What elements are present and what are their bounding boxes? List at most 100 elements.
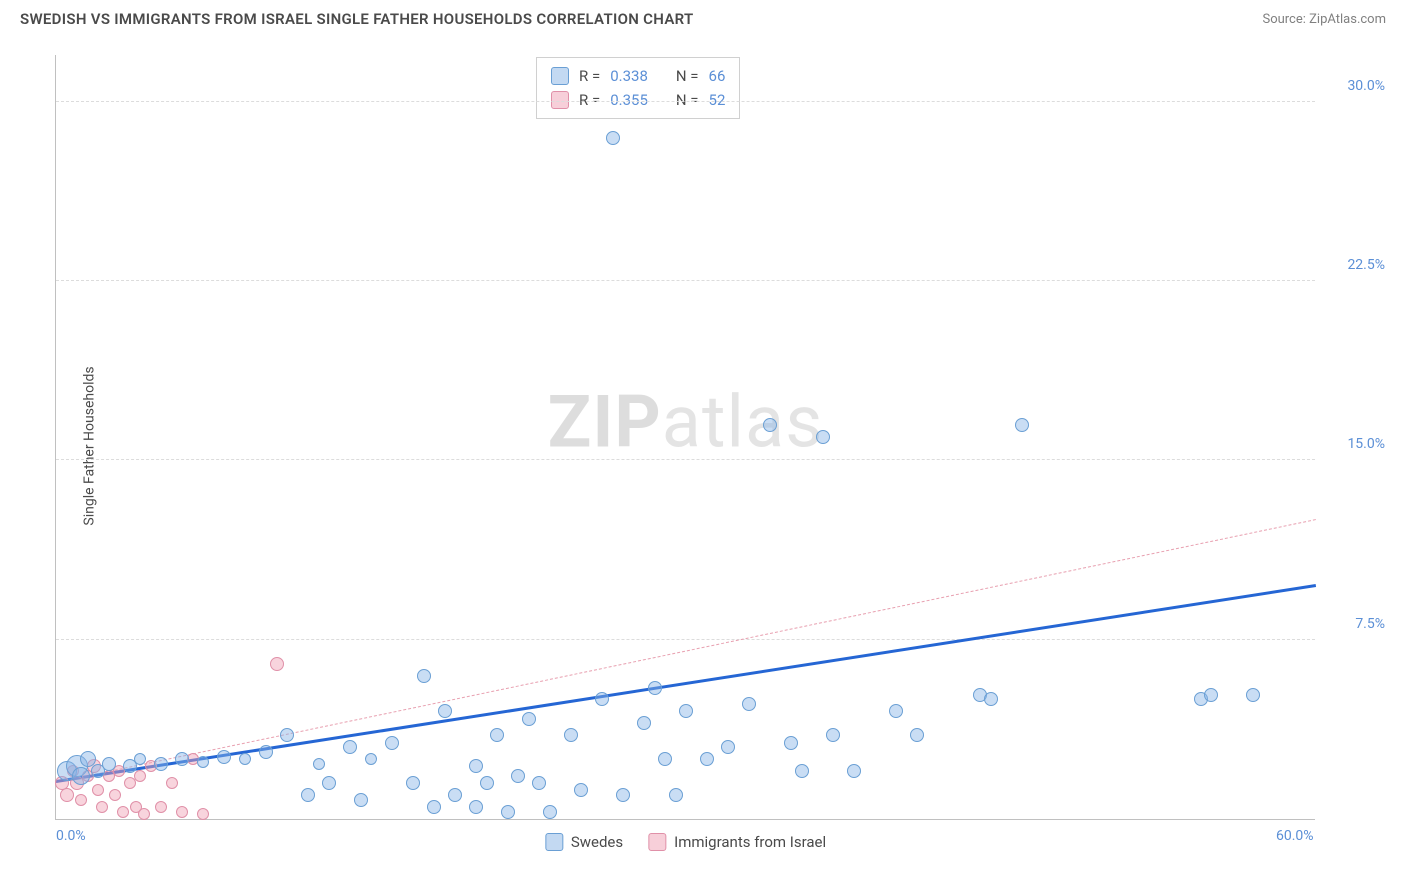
watermark-light: atlas: [662, 379, 824, 464]
scatter-point-immigrants: [117, 806, 129, 818]
scatter-point-swedes: [365, 753, 377, 765]
legend-swatch: [648, 833, 666, 851]
scatter-point-swedes: [501, 805, 515, 819]
scatter-point-swedes: [816, 430, 830, 444]
bottom-legend-item: Immigrants from Israel: [648, 833, 826, 851]
scatter-point-swedes: [301, 788, 315, 802]
scatter-point-swedes: [679, 704, 693, 718]
scatter-point-immigrants: [270, 657, 284, 671]
y-tick-label: 15.0%: [1347, 436, 1385, 452]
bottom-legend-item: Swedes: [545, 833, 623, 851]
scatter-point-swedes: [826, 728, 840, 742]
trend-line-immigrants: [56, 519, 1316, 783]
scatter-point-swedes: [511, 769, 525, 783]
scatter-point-swedes: [469, 759, 483, 773]
scatter-point-swedes: [259, 745, 273, 759]
legend-n-value: 66: [709, 64, 726, 88]
scatter-point-swedes: [1204, 688, 1218, 702]
scatter-point-swedes: [406, 776, 420, 790]
scatter-point-immigrants: [166, 777, 178, 789]
scatter-point-swedes: [543, 805, 557, 819]
scatter-point-swedes: [648, 681, 662, 695]
scatter-point-swedes: [700, 752, 714, 766]
scatter-point-immigrants: [92, 784, 104, 796]
x-tick-label: 0.0%: [56, 828, 86, 844]
scatter-point-swedes: [522, 712, 536, 726]
scatter-point-swedes: [175, 752, 189, 766]
scatter-point-swedes: [102, 757, 116, 771]
scatter-point-swedes: [448, 788, 462, 802]
y-tick-label: 30.0%: [1347, 78, 1385, 94]
scatter-point-immigrants: [155, 801, 167, 813]
bottom-legend: Swedes Immigrants from Israel: [545, 833, 826, 851]
chart-title: SWEDISH VS IMMIGRANTS FROM ISRAEL SINGLE…: [20, 10, 694, 28]
scatter-point-immigrants: [176, 806, 188, 818]
scatter-point-swedes: [354, 793, 368, 807]
legend-swatch: [551, 67, 569, 85]
stats-legend: R =0.338N =66R =0.355N =52: [536, 57, 740, 119]
scatter-point-swedes: [984, 692, 998, 706]
watermark: ZIPatlas: [548, 379, 824, 464]
y-tick-label: 7.5%: [1355, 616, 1385, 632]
scatter-point-swedes: [417, 669, 431, 683]
scatter-point-swedes: [1015, 418, 1029, 432]
y-tick-label: 22.5%: [1347, 257, 1385, 273]
scatter-point-swedes: [889, 704, 903, 718]
bottom-legend-label: Swedes: [571, 833, 623, 851]
gridline: [56, 459, 1315, 460]
scatter-point-swedes: [427, 800, 441, 814]
scatter-point-swedes: [217, 750, 231, 764]
scatter-point-immigrants: [109, 789, 121, 801]
scatter-point-swedes: [784, 736, 798, 750]
scatter-point-immigrants: [96, 801, 108, 813]
scatter-point-immigrants: [60, 788, 74, 802]
scatter-point-swedes: [847, 764, 861, 778]
bottom-legend-label: Immigrants from Israel: [674, 833, 826, 851]
scatter-point-swedes: [469, 800, 483, 814]
scatter-point-immigrants: [134, 770, 146, 782]
watermark-bold: ZIP: [548, 379, 662, 464]
stats-legend-row: R = 0.338 N = 66: [551, 64, 725, 88]
scatter-point-swedes: [490, 728, 504, 742]
scatter-point-swedes: [763, 418, 777, 432]
scatter-point-swedes: [669, 788, 683, 802]
scatter-point-immigrants: [75, 794, 87, 806]
scatter-point-swedes: [616, 788, 630, 802]
scatter-point-immigrants: [197, 808, 209, 820]
scatter-point-swedes: [197, 756, 209, 768]
scatter-point-swedes: [742, 697, 756, 711]
scatter-point-swedes: [721, 740, 735, 754]
scatter-point-swedes: [480, 776, 494, 790]
chart-container: ZIPatlas R =0.338N =66R =0.355N =52 Swed…: [55, 55, 1390, 845]
legend-r-label: R =: [579, 64, 600, 88]
chart-source: Source: ZipAtlas.com: [1262, 12, 1386, 27]
scatter-point-swedes: [343, 740, 357, 754]
scatter-point-swedes: [595, 692, 609, 706]
scatter-point-swedes: [795, 764, 809, 778]
scatter-point-immigrants: [124, 777, 136, 789]
scatter-point-swedes: [280, 728, 294, 742]
scatter-point-immigrants: [138, 808, 150, 820]
scatter-point-swedes: [606, 131, 620, 145]
scatter-point-swedes: [910, 728, 924, 742]
gridline: [56, 280, 1315, 281]
gridline: [56, 101, 1315, 102]
legend-r-value: 0.338: [610, 64, 648, 88]
scatter-point-swedes: [438, 704, 452, 718]
scatter-point-swedes: [658, 752, 672, 766]
scatter-point-swedes: [154, 757, 168, 771]
chart-header: SWEDISH VS IMMIGRANTS FROM ISRAEL SINGLE…: [0, 0, 1406, 33]
scatter-point-swedes: [313, 758, 325, 770]
scatter-point-swedes: [1246, 688, 1260, 702]
scatter-point-swedes: [385, 736, 399, 750]
legend-swatch: [545, 833, 563, 851]
x-tick-label: 60.0%: [1276, 828, 1314, 844]
scatter-point-swedes: [239, 753, 251, 765]
scatter-point-swedes: [564, 728, 578, 742]
legend-n-label: N =: [676, 64, 699, 88]
scatter-point-swedes: [322, 776, 336, 790]
scatter-point-swedes: [574, 783, 588, 797]
plot-area: ZIPatlas R =0.338N =66R =0.355N =52 Swed…: [55, 55, 1315, 820]
scatter-point-swedes: [134, 753, 146, 765]
scatter-point-swedes: [72, 767, 90, 785]
